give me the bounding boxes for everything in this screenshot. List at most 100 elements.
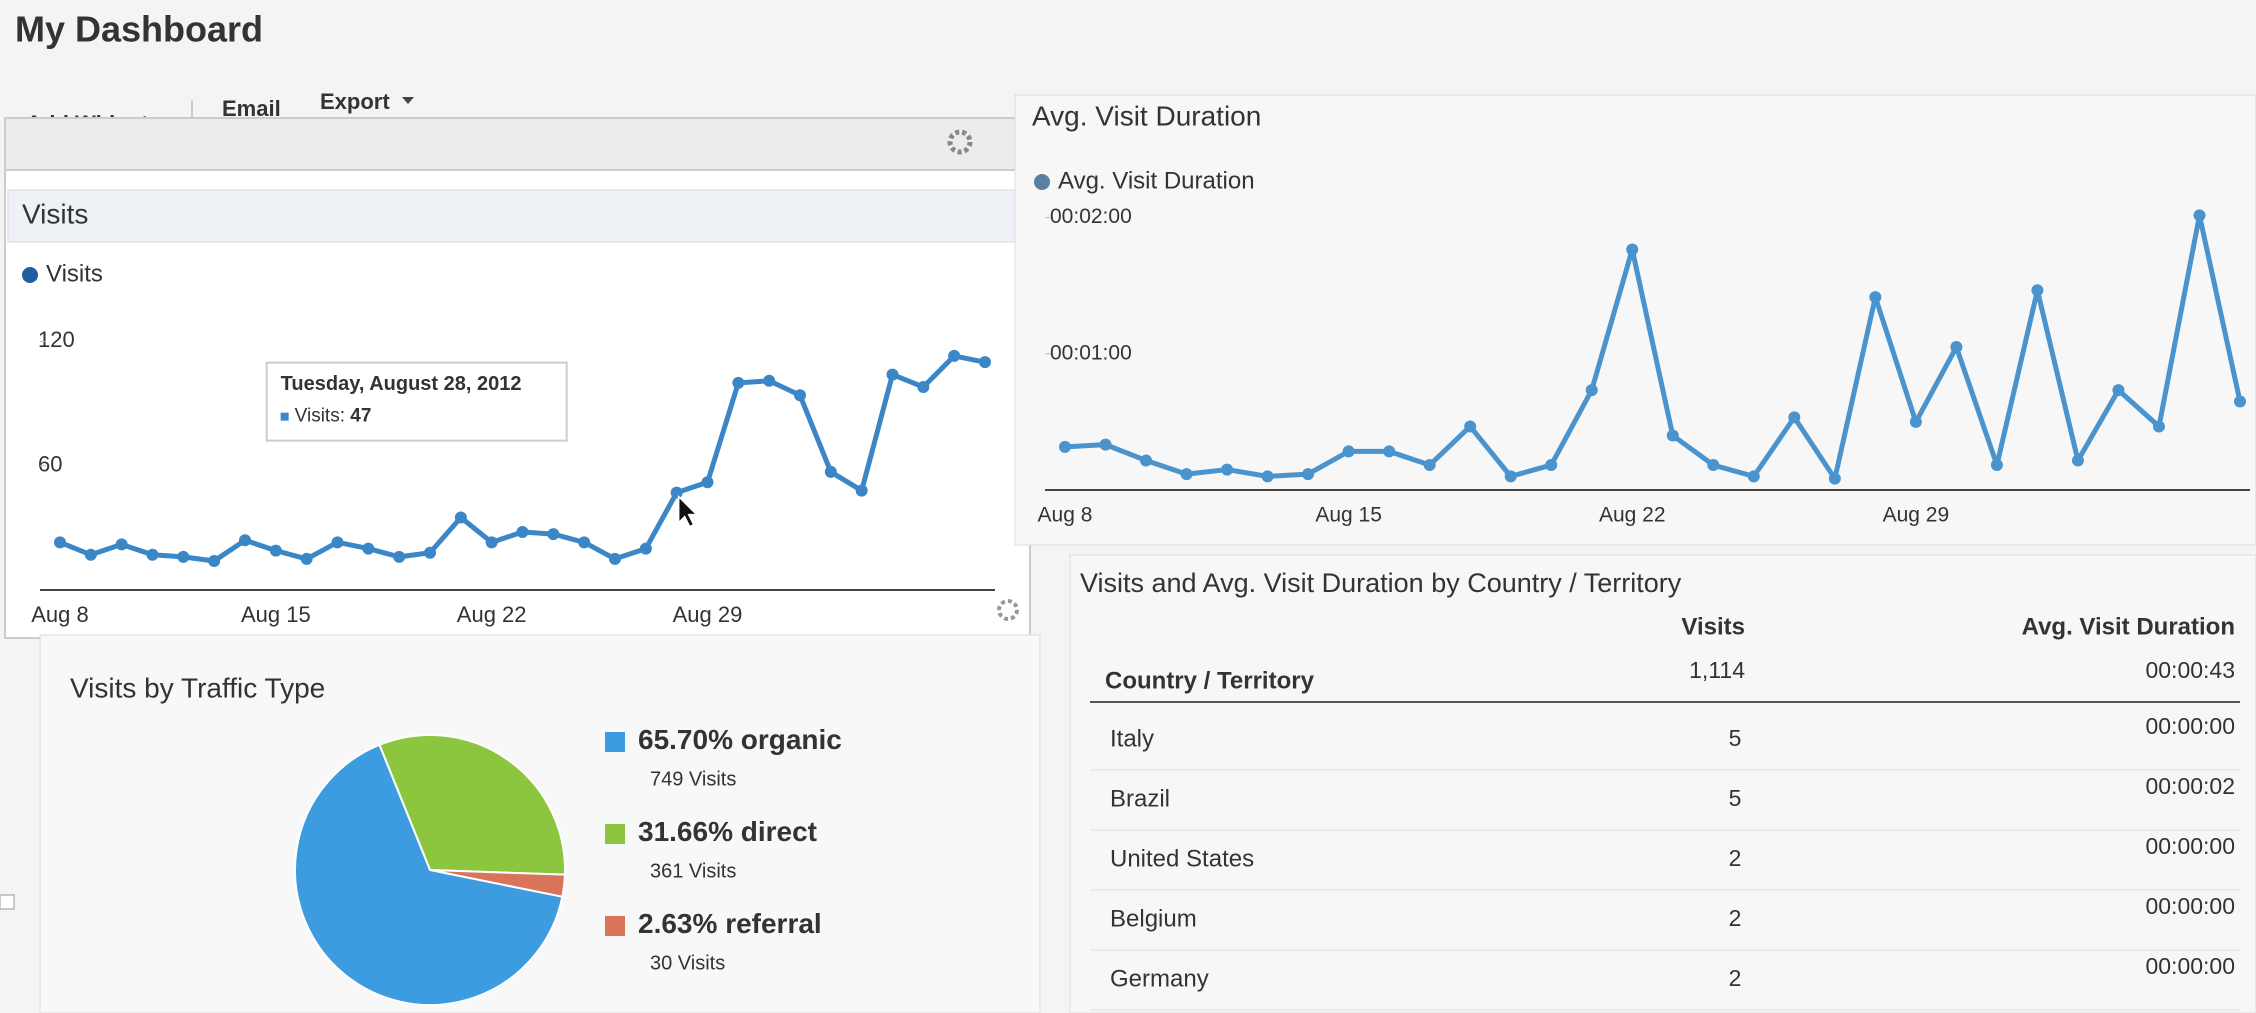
data-point	[424, 546, 436, 559]
legend-percent: 2.63%	[638, 908, 717, 939]
legend-label: Avg. Visit Duration	[1058, 167, 1255, 194]
y-tick-label: 00:02:00	[1050, 205, 1132, 228]
data-point	[1707, 459, 1720, 472]
table-panel	[1069, 554, 2256, 1013]
column-header: Visits	[1681, 613, 1745, 640]
data-point	[393, 550, 406, 563]
data-point	[1950, 341, 1963, 354]
settings-gear[interactable]	[997, 599, 1019, 621]
panel-header	[4, 117, 1031, 171]
tooltip-label: Visits:	[295, 406, 345, 427]
legend-swatch	[605, 732, 625, 752]
tooltip-line: Visits: 47	[295, 406, 372, 427]
x-tick-label: Aug 29	[673, 602, 743, 627]
column-header: Country / Territory	[1105, 667, 1315, 694]
cell-duration: 00:00:00	[2145, 833, 2235, 859]
legend-percent: 31.66%	[638, 816, 733, 847]
x-tick-label: Aug 22	[1599, 504, 1666, 527]
tooltip-swatch	[280, 412, 289, 421]
cell-duration: 00:00:02	[2145, 773, 2235, 799]
data-point	[578, 536, 591, 549]
settings-gear[interactable]	[947, 129, 973, 155]
tooltip: Tuesday, August 28, 2012 Visits: 47	[265, 361, 568, 442]
data-point	[1464, 420, 1477, 433]
legend-name: referral	[725, 908, 822, 939]
cell-country: United States	[1110, 845, 1254, 872]
data-point	[485, 536, 498, 549]
tooltip-box	[265, 361, 568, 442]
legend-swatch	[605, 824, 625, 844]
cell-duration: 00:00:00	[2145, 953, 2235, 979]
data-point	[1666, 429, 1679, 442]
y-tick-label: 00:01:00	[1050, 341, 1132, 364]
y-tick-label: 60	[38, 452, 62, 477]
pie-slice	[378, 734, 566, 876]
column-header: Avg. Visit Duration	[2022, 613, 2235, 640]
cell-visits: 5	[1729, 785, 1742, 811]
data-point	[1788, 411, 1801, 424]
legend-label: 31.66% direct	[638, 816, 817, 847]
data-point	[855, 484, 868, 497]
cell-country: Germany	[1110, 965, 1209, 992]
data-point	[1302, 468, 1315, 481]
widget-title: Visits by Traffic Type	[70, 672, 325, 703]
data-point	[1909, 415, 1922, 428]
data-point	[115, 538, 128, 551]
legend-name: organic	[741, 724, 842, 755]
data-point	[2152, 420, 2165, 433]
data-point	[979, 356, 991, 369]
data-point	[2193, 209, 2206, 222]
x-tick-label: Aug 22	[457, 602, 527, 627]
data-point	[84, 548, 97, 561]
data-point	[1747, 470, 1760, 483]
collapse-button[interactable]	[0, 894, 15, 910]
data-point	[1626, 243, 1639, 256]
data-point	[516, 526, 529, 538]
data-point	[794, 389, 806, 402]
data-point	[763, 374, 776, 387]
data-point	[54, 536, 66, 549]
cell-duration: 00:00:00	[2145, 713, 2235, 739]
legend-label: Visits	[46, 260, 103, 287]
data-point	[269, 544, 282, 557]
export-caret	[402, 97, 414, 104]
data-point	[1828, 472, 1841, 485]
data-point	[609, 552, 621, 565]
legend-name: direct	[741, 816, 817, 847]
cell-country: Brazil	[1110, 785, 1170, 812]
data-point	[701, 476, 714, 489]
page-title: My Dashboard	[15, 9, 263, 50]
data-point	[1869, 291, 1882, 304]
data-point	[1099, 438, 1112, 451]
y-tick-label: 120	[38, 327, 75, 352]
cell-visits: 2	[1729, 845, 1742, 871]
cell-visits: 2	[1729, 965, 1742, 991]
pie-slice	[294, 743, 564, 1006]
data-point	[1059, 440, 1071, 453]
data-point	[1545, 459, 1558, 472]
x-tick-label: Aug 15	[1315, 504, 1382, 527]
data-point	[824, 465, 837, 478]
data-point	[454, 511, 467, 524]
total-cell: 1,114	[1689, 657, 1745, 683]
legend-swatch	[605, 916, 625, 936]
legend-marker	[1034, 174, 1050, 190]
data-point	[362, 542, 375, 555]
email-button[interactable]: Email	[222, 96, 281, 121]
data-point	[1585, 384, 1598, 397]
legend-label: 2.63% referral	[638, 908, 822, 939]
legend-visits: 749 Visits	[650, 768, 736, 790]
tooltip-value: 47	[350, 406, 371, 427]
data-point	[146, 548, 159, 561]
data-point	[208, 555, 221, 567]
export-button[interactable]: Export	[320, 89, 390, 114]
data-point	[239, 534, 251, 547]
data-point	[917, 381, 930, 393]
data-point	[331, 536, 344, 549]
widget-title: Visits and Avg. Visit Duration by Countr…	[1080, 568, 1682, 598]
data-point	[1504, 470, 1517, 483]
cell-visits: 2	[1729, 905, 1742, 931]
data-point	[2071, 454, 2084, 467]
